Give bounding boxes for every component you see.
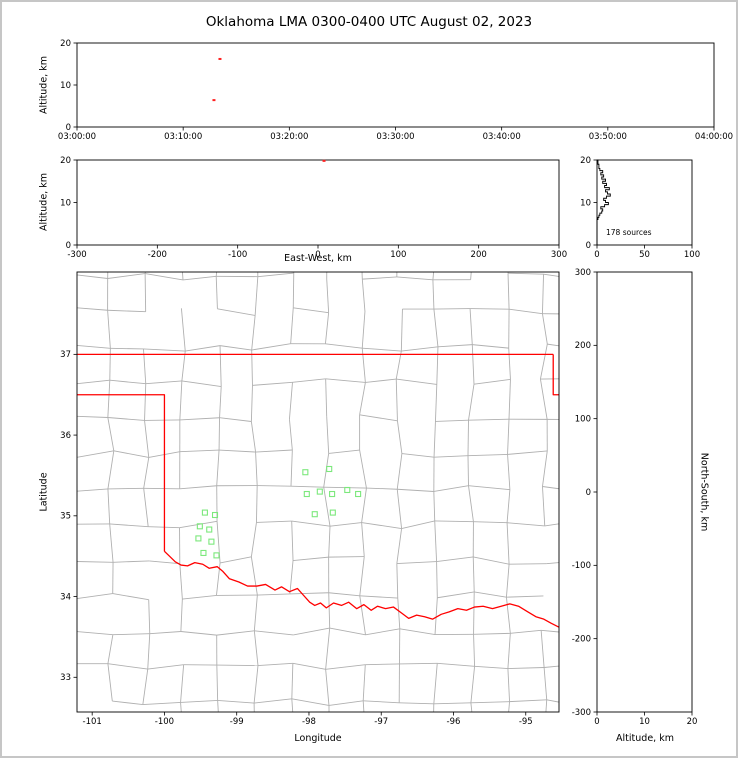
- svg-text:20: 20: [60, 156, 71, 166]
- svg-text:03:40:00: 03:40:00: [483, 132, 521, 142]
- svg-text:10: 10: [639, 717, 650, 727]
- svg-text:300: 300: [575, 268, 591, 278]
- ns-panel-xlabel: Altitude, km: [616, 733, 674, 744]
- svg-text:03:10:00: 03:10:00: [164, 132, 202, 142]
- svg-text:0: 0: [594, 717, 599, 727]
- svg-text:-97: -97: [374, 717, 388, 727]
- map-panel-ylabel: Latitude: [38, 472, 50, 512]
- svg-text:100: 100: [390, 250, 406, 260]
- svg-text:04:00:00: 04:00:00: [695, 132, 733, 142]
- svg-text:100: 100: [684, 250, 700, 260]
- altitude-histogram-panel: 0 50 100 0 10 20: [580, 156, 700, 260]
- svg-text:03:00:00: 03:00:00: [58, 132, 96, 142]
- svg-text:03:50:00: 03:50:00: [589, 132, 627, 142]
- svg-text:20: 20: [60, 39, 71, 49]
- svg-text:-300: -300: [67, 250, 86, 260]
- svg-text:36: 36: [60, 431, 71, 441]
- svg-text:-100: -100: [228, 250, 247, 260]
- svg-text:10: 10: [580, 198, 591, 208]
- svg-text:-200: -200: [572, 634, 591, 644]
- svg-text:-300: -300: [572, 708, 591, 718]
- svg-text:-101: -101: [83, 717, 102, 727]
- map-panel: -101 -100 -99 -98 -97 -96 -95 33 34 35 36 37: [60, 271, 560, 727]
- northsouth-altitude-panel: 0 10 20 300 200 100 0 -100 -200 -300: [572, 268, 698, 727]
- svg-text:0: 0: [586, 241, 591, 251]
- svg-text:200: 200: [575, 341, 591, 351]
- svg-text:-96: -96: [447, 717, 461, 727]
- svg-text:-99: -99: [230, 717, 244, 727]
- svg-text:20: 20: [580, 156, 591, 166]
- map-panel-xlabel: Longitude: [294, 733, 342, 744]
- svg-text:34: 34: [60, 592, 71, 602]
- svg-text:200: 200: [471, 250, 487, 260]
- svg-text:100: 100: [575, 414, 591, 424]
- svg-text:0: 0: [66, 241, 71, 251]
- time-panel-ylabel: Altitude, km: [38, 56, 50, 114]
- chart-title: Oklahoma LMA 0300-0400 UTC August 02, 20…: [205, 14, 533, 30]
- svg-text:0: 0: [66, 123, 71, 133]
- svg-text:20: 20: [687, 717, 698, 727]
- svg-text:-200: -200: [148, 250, 167, 260]
- svg-text:03:30:00: 03:30:00: [376, 132, 414, 142]
- svg-text:-100: -100: [572, 561, 591, 571]
- svg-text:03:20:00: 03:20:00: [270, 132, 308, 142]
- svg-text:-95: -95: [519, 717, 533, 727]
- svg-text:33: 33: [60, 673, 71, 683]
- svg-text:50: 50: [639, 250, 650, 260]
- svg-text:-98: -98: [302, 717, 316, 727]
- svg-text:0: 0: [594, 250, 599, 260]
- sources-count-annotation: 178 sources: [606, 228, 652, 237]
- svg-text:10: 10: [60, 81, 71, 91]
- svg-text:10: 10: [60, 198, 71, 208]
- time-altitude-panel: 03:00:00 03:10:00 03:20:00 03:30:00 03:40:00…: [58, 39, 733, 142]
- svg-text:35: 35: [60, 512, 71, 522]
- svg-text:0: 0: [315, 250, 320, 260]
- eastwest-altitude-panel: -300 -200 -100 0 100 200 300 0 10 20: [60, 156, 567, 260]
- ew-panel-ylabel: Altitude, km: [38, 173, 50, 231]
- svg-text:37: 37: [60, 350, 71, 360]
- ns-panel-ylabel: North-South, km: [698, 452, 710, 532]
- ew-panel-xlabel: East-West, km: [284, 253, 352, 264]
- svg-text:300: 300: [551, 250, 567, 260]
- svg-text:0: 0: [586, 488, 591, 498]
- svg-text:-100: -100: [155, 717, 174, 727]
